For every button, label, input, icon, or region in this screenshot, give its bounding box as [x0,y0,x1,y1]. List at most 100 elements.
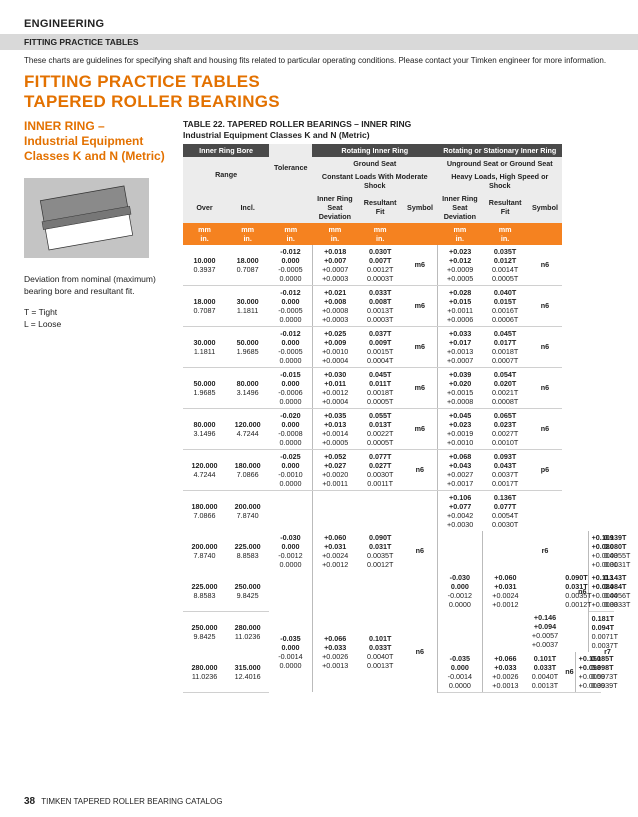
table-cell: 180.0007.0866 [183,490,226,531]
table-cell: 0.077T0.027T0.0030T0.0011T [358,449,403,490]
table-cell: +0.018+0.007+0.0007+0.0003 [312,245,357,286]
table-row: 30.0001.181150.0001.9685-0.0120.000-0.00… [183,326,614,367]
table-cell: 0.045T0.011T0.0018T0.0005T [358,367,403,408]
table-row: 180.0007.0866200.0007.8740-0.0300.000-0.… [183,490,614,531]
table-cell: 0.136T0.077T0.0054T0.0030T [483,490,528,531]
table-cell: -0.0300.000-0.00120.0000 [269,490,312,611]
table-cell: -0.0250.000-0.00100.0000 [269,449,312,490]
table-cell: n6 [528,326,562,367]
h-bore: Inner Ring Bore [183,144,269,157]
legend-loose: L = Loose [24,319,169,331]
table-cell: -0.0350.000-0.00140.0000 [269,611,312,692]
table-cell: 120.0004.7244 [183,449,226,490]
deviation-note: Deviation from nominal (maximum) bearing… [24,274,169,297]
table-cell: n6 [403,490,437,611]
page-number: 38 [24,796,35,807]
table-cell: +0.033+0.017+0.0013+0.0007 [437,326,482,367]
h-dev-1: Inner Ring Seat Deviation [312,192,357,223]
catalog-name: TIMKEN TAPERED ROLLER BEARING CATALOG [41,797,222,806]
left-column: INNER RING – Industrial Equipment Classe… [24,119,169,692]
table-cell: 225.0008.8583 [183,571,226,612]
table-cell: +0.066+0.033+0.0026+0.0013 [312,611,357,692]
h-fit-2: Resultant Fit [483,192,528,223]
table-cell: 0.055T0.013T0.0022T0.0005T [358,408,403,449]
table-cell: 18.0000.7087 [183,285,226,326]
h-range: Range [183,157,269,192]
table-cell: -0.0120.000-0.00050.0000 [269,245,312,286]
page-title-2: TAPERED ROLLER BEARINGS [24,92,614,112]
table-cell: +0.028+0.015+0.0011+0.0006 [437,285,482,326]
h-fit-1: Resultant Fit [358,192,403,223]
table-cell: +0.052+0.027+0.0020+0.0011 [312,449,357,490]
table-cell: m6 [403,408,437,449]
table-cell: 180.0007.0866 [226,449,269,490]
h-sym-1: Symbol [403,192,437,223]
table-cell: 200.0007.8740 [183,531,226,571]
table-cell: +0.045+0.023+0.0019+0.0010 [437,408,482,449]
table-cell: 0.033T0.008T0.0013T0.0003T [358,285,403,326]
table-cell: 280.00011.0236 [183,652,226,693]
table-cell: r6 [528,490,562,611]
table-cell: +0.066+0.033+0.0026+0.0013 [483,652,528,693]
table-row: 10.0000.393718.0000.7087-0.0120.000-0.00… [183,245,614,286]
h-heavy-load: Heavy Loads, High Speed or Shock [437,170,562,192]
table-cell: 250.0009.8425 [183,611,226,652]
table-column: TABLE 22. TAPERED ROLLER BEARINGS – INNE… [183,119,614,692]
table-cell: n6 [528,245,562,286]
u-mm: mmin. [183,223,226,245]
table-cell: -0.0300.000-0.00120.0000 [437,531,482,652]
subtitle-bar: FITTING PRACTICE TABLES [0,34,638,50]
table-cell: 0.037T0.009T0.0015T0.0004T [358,326,403,367]
table-cell: -0.0150.000-0.00060.0000 [269,367,312,408]
table-cell: 120.0004.7244 [226,408,269,449]
page-footer: 38 TIMKEN TAPERED ROLLER BEARING CATALOG [24,796,222,807]
table-cell: 0.040T0.015T0.0016T0.0006T [483,285,528,326]
table-cell: 50.0001.9685 [183,367,226,408]
table-cell: 0.181T0.094T0.0071T0.0037T [588,611,601,652]
table-row: 250.0009.8425280.00011.0236-0.0350.000-0… [183,611,614,652]
table-cell: 0.101T0.033T0.0040T0.0013T [358,611,403,692]
table-row: 120.0004.7244180.0007.0866-0.0250.000-0.… [183,449,614,490]
table-cell: -0.0350.000-0.00140.0000 [437,652,482,693]
table-cell: n6 [528,285,562,326]
table-cell: +0.150+0.098+0.0059+0.0039 [575,652,588,693]
table-cell: 0.054T0.020T0.0021T0.0008T [483,367,528,408]
table-cell: n6 [528,367,562,408]
table-cell: 0.045T0.017T0.0018T0.0007T [483,326,528,367]
table-row: 50.0001.968580.0003.1496-0.0150.000-0.00… [183,367,614,408]
h-dev-2: Inner Ring Seat Deviation [437,192,482,223]
table-cell: +0.039+0.020+0.0015+0.0008 [437,367,482,408]
table-cell: 0.101T0.033T0.0040T0.0013T [528,652,562,693]
table-cell: p6 [528,449,562,490]
table-cell: m6 [403,245,437,286]
table-cell: 10.0000.3937 [183,245,226,286]
table-cell: +0.146+0.094+0.0057+0.0037 [528,611,562,652]
h-rot-inner: Rotating Inner Ring [312,144,437,157]
table-cell: 50.0001.9685 [226,326,269,367]
legend-tight: T = Tight [24,307,169,319]
table-cell: 30.0001.1811 [226,285,269,326]
table-cell: m6 [403,367,437,408]
table-cell: 30.0001.1811 [183,326,226,367]
table-cell: 225.0008.8583 [226,531,269,571]
table-cell: 315.00012.4016 [226,652,269,693]
h-incl: Incl. [226,192,269,223]
table-cell: 250.0009.8425 [226,571,269,612]
ring-line-2: Industrial Equipment [24,134,143,148]
table-cell: n6 [403,611,437,692]
h-tol: Tolerance [269,144,312,192]
table-cell: n6 [403,449,437,490]
table-cell: +0.030+0.011+0.0012+0.0004 [312,367,357,408]
legend: T = Tight L = Loose [24,307,169,331]
table-cell: m6 [403,326,437,367]
table-cell: n6 [562,652,575,693]
table-cell: -0.0120.000-0.00050.0000 [269,326,312,367]
table-cell: m6 [403,285,437,326]
table-caption: TABLE 22. TAPERED ROLLER BEARINGS – INNE… [183,119,614,140]
table-cell: 0.065T0.023T0.0027T0.0010T [483,408,528,449]
ring-line-3: Classes K and N (Metric) [24,149,165,163]
table-cell: 200.0007.8740 [226,490,269,531]
table-cell: +0.021+0.008+0.0008+0.0003 [312,285,357,326]
ring-subtitle: INNER RING – Industrial Equipment Classe… [24,119,169,164]
table-cell: +0.060+0.031+0.0024+0.0012 [312,490,357,611]
